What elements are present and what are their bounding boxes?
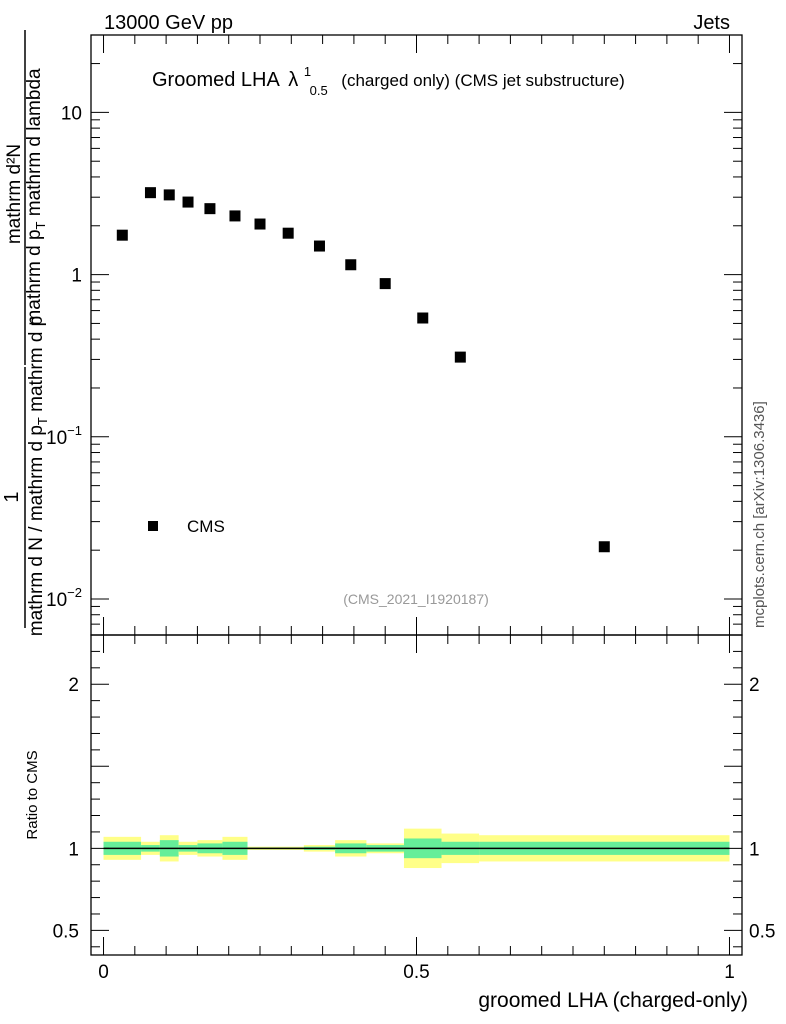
main-ytick-label: 10−2 [46, 585, 82, 611]
main-title: Groomed LHA λ 1 0.5 (charged only) (CMS … [152, 59, 625, 100]
ratio-xtick-label: 1 [724, 962, 735, 983]
ratio-ytick-label-right: 1 [749, 839, 760, 860]
cms-data-point [379, 278, 391, 290]
analysis-label: (CMS_2021_I1920187) [343, 591, 489, 607]
ylabel-outer-denominator-suffix: mathrm d p [26, 316, 47, 417]
main-ytick-label: 1 [71, 266, 82, 287]
main-ytick-label-base: 10 [46, 428, 67, 449]
ylabel-outer-denominator: mathrm d N / mathrm d pT mathrm d p [26, 316, 50, 637]
ratio-tick-labels: 0.5 0.5 1 1 2 2 0 0.5 1 [53, 675, 776, 983]
main-ytick-label: 10−1 [46, 423, 82, 449]
main-title-sup: 1 [304, 64, 311, 79]
ylabel-inner-denominator-prefix: mathrm d p [24, 229, 45, 325]
main-ylabel: 1 mathrm d²N mathrm d pT mathrm d lambda… [1, 30, 50, 636]
energy-label: 13000 GeV pp [104, 12, 233, 34]
cms-data-point [163, 189, 175, 201]
ylabel-inner-denominator-suffix: mathrm d lambda [24, 68, 45, 222]
main-title-suffix: (charged only) (CMS jet substructure) [341, 71, 624, 90]
cms-data-point [144, 187, 156, 199]
ratio-ytick-label-left: 1 [68, 839, 79, 860]
xlabel: groomed LHA (charged-only) [478, 989, 748, 1012]
main-ytick-label-exponent: −2 [67, 585, 82, 600]
ylabel-one: 1 [1, 491, 23, 502]
cms-data-point [182, 196, 194, 208]
main-panel-frame [90, 34, 743, 636]
main-title-sub: 0.5 [310, 83, 328, 98]
cms-data-point [454, 351, 466, 363]
main-ytick-label-base: 10 [46, 590, 67, 611]
main-ytick-label: 10 [61, 103, 82, 124]
ratio-ytick-label-right: 0.5 [749, 921, 775, 942]
ylabel-inner-numerator: mathrm d²N [4, 144, 25, 244]
cms-data-point [229, 210, 241, 222]
main-title-text: Groomed LHA [152, 69, 280, 91]
ratio-ticks [91, 635, 742, 955]
cms-data-point [254, 218, 266, 230]
cms-markers [116, 187, 610, 553]
main-ticks [91, 34, 742, 636]
main-title-symbol: λ [288, 69, 298, 91]
ylabel-outer-denominator-sub: T [35, 417, 50, 425]
ratio-panel-frame [90, 634, 743, 956]
cms-data-point [417, 312, 429, 324]
ylabel-outer-denominator-prefix: mathrm d N / mathrm d p [26, 425, 47, 636]
cms-data-point [116, 229, 128, 241]
legend-cms-marker [148, 521, 158, 531]
cms-data-point [313, 240, 325, 252]
ratio-ytick-label-left: 2 [68, 675, 79, 696]
legend-cms-label: CMS [187, 517, 225, 536]
cms-data-point [282, 227, 294, 239]
side-label: mcplots.cern.ch [arXiv:1306.3436] [751, 401, 768, 628]
ylabel-inner-denominator: mathrm d pT mathrm d lambda [24, 68, 48, 326]
process-label: Jets [693, 12, 730, 34]
ratio-ylabel: Ratio to CMS [24, 750, 41, 839]
main-ytick-label-exponent: −1 [67, 423, 82, 438]
ylabel-inner-denominator-sub: T [33, 221, 48, 229]
ratio-xtick-label: 0 [98, 962, 109, 983]
ratio-ytick-label-left: 0.5 [53, 921, 79, 942]
cms-data-point [204, 203, 216, 215]
ratio-xtick-label: 0.5 [403, 962, 429, 983]
cms-data-point [345, 259, 357, 271]
cms-data-point [598, 541, 610, 553]
ratio-ytick-label-right: 2 [749, 675, 760, 696]
